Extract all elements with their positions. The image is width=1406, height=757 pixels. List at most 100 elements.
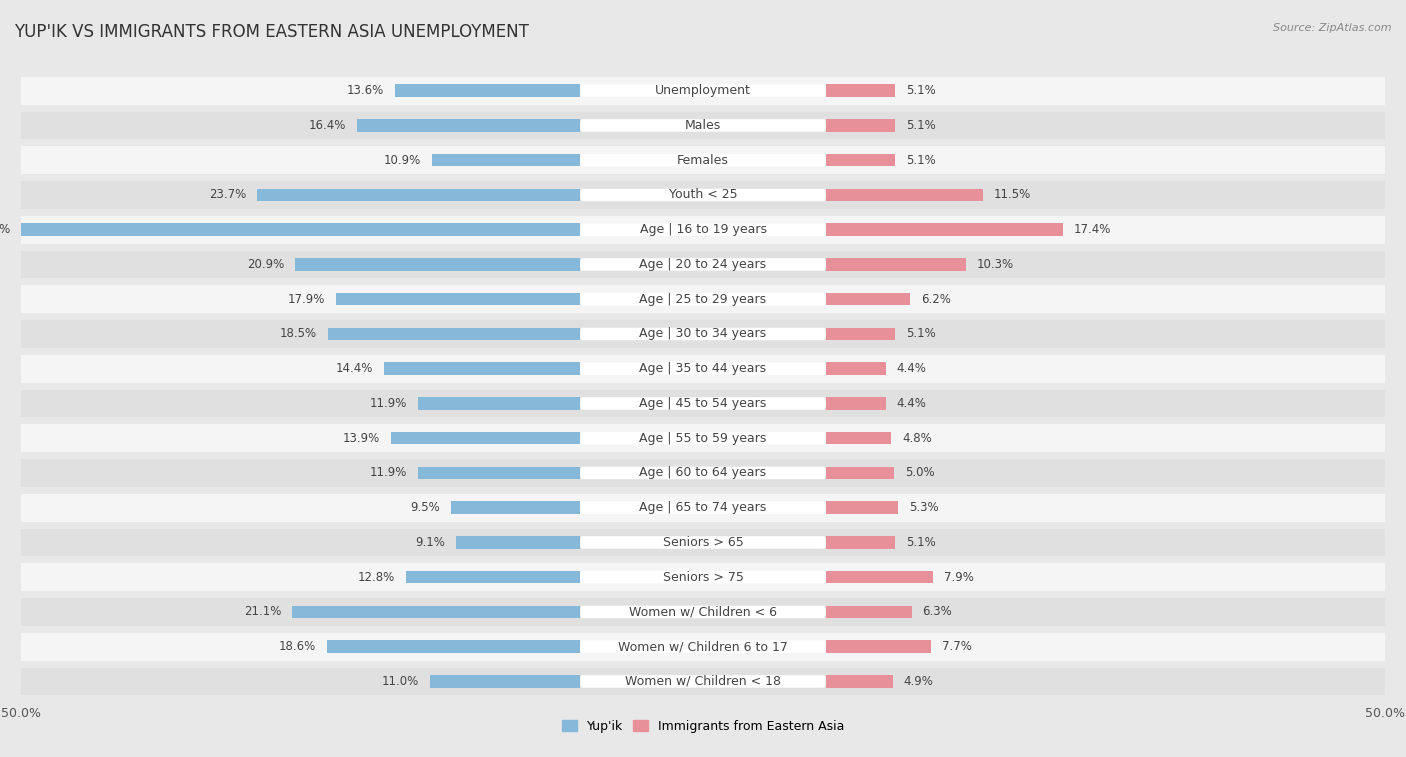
Bar [326,640,581,653]
Bar [395,85,581,97]
Text: 11.0%: 11.0% [382,675,419,688]
Bar [21,146,1385,174]
FancyBboxPatch shape [581,501,825,514]
Text: 41.0%: 41.0% [0,223,10,236]
Text: Women w/ Children < 6: Women w/ Children < 6 [628,606,778,618]
Bar [825,675,893,687]
Bar [292,606,581,618]
Bar [21,633,1385,661]
Text: 5.1%: 5.1% [907,84,936,97]
Bar [21,598,1385,626]
Bar [21,285,1385,313]
Bar [21,494,1385,522]
FancyBboxPatch shape [581,293,825,306]
FancyBboxPatch shape [581,466,825,479]
Bar [21,459,1385,487]
Bar [21,563,1385,591]
Bar [295,258,581,271]
Text: 12.8%: 12.8% [357,571,395,584]
Text: 23.7%: 23.7% [209,188,246,201]
Bar [21,668,1385,696]
Bar [328,328,581,340]
Bar [825,328,896,340]
Text: 4.4%: 4.4% [897,362,927,375]
Text: 14.4%: 14.4% [336,362,373,375]
FancyBboxPatch shape [581,397,825,410]
Text: 13.9%: 13.9% [343,431,380,444]
Text: Women w/ Children < 18: Women w/ Children < 18 [626,675,780,688]
Bar [21,216,1385,244]
Bar [825,223,1063,236]
Bar [21,181,1385,209]
Text: 11.5%: 11.5% [994,188,1031,201]
Text: 18.5%: 18.5% [280,328,316,341]
Bar [21,111,1385,139]
Bar [21,424,1385,452]
Bar [430,675,581,687]
Text: 10.9%: 10.9% [384,154,420,167]
Text: Age | 16 to 19 years: Age | 16 to 19 years [640,223,766,236]
Bar [21,223,581,236]
Bar [456,536,581,549]
Bar [391,432,581,444]
FancyBboxPatch shape [581,119,825,132]
Bar [257,188,581,201]
Text: 11.9%: 11.9% [370,397,408,410]
Bar [825,640,931,653]
Bar [432,154,581,167]
Text: Males: Males [685,119,721,132]
Bar [21,251,1385,279]
FancyBboxPatch shape [581,606,825,618]
Bar [825,188,983,201]
Text: 5.1%: 5.1% [907,119,936,132]
Text: 4.4%: 4.4% [897,397,927,410]
Text: 10.3%: 10.3% [977,258,1014,271]
Legend: Yup'ik, Immigrants from Eastern Asia: Yup'ik, Immigrants from Eastern Asia [561,720,845,733]
FancyBboxPatch shape [581,223,825,236]
Text: Age | 35 to 44 years: Age | 35 to 44 years [640,362,766,375]
Text: Women w/ Children 6 to 17: Women w/ Children 6 to 17 [619,640,787,653]
Text: 16.4%: 16.4% [308,119,346,132]
Text: 9.5%: 9.5% [411,501,440,514]
Text: Unemployment: Unemployment [655,84,751,97]
Text: 13.6%: 13.6% [347,84,384,97]
Bar [406,571,581,584]
FancyBboxPatch shape [581,675,825,687]
Text: Source: ZipAtlas.com: Source: ZipAtlas.com [1274,23,1392,33]
Bar [825,154,896,167]
Bar [451,501,581,514]
Bar [418,466,581,479]
FancyBboxPatch shape [581,363,825,375]
FancyBboxPatch shape [581,536,825,549]
FancyBboxPatch shape [581,154,825,167]
Text: Youth < 25: Youth < 25 [669,188,737,201]
FancyBboxPatch shape [581,571,825,584]
FancyBboxPatch shape [581,188,825,201]
Text: 20.9%: 20.9% [247,258,284,271]
Text: 18.6%: 18.6% [278,640,316,653]
FancyBboxPatch shape [581,640,825,653]
Text: Age | 60 to 64 years: Age | 60 to 64 years [640,466,766,479]
Bar [825,432,891,444]
Text: 11.9%: 11.9% [370,466,408,479]
Bar [825,85,896,97]
Bar [825,397,886,410]
Bar [825,571,934,584]
Bar [825,119,896,132]
Text: Seniors > 75: Seniors > 75 [662,571,744,584]
Text: 17.4%: 17.4% [1074,223,1111,236]
Text: 6.3%: 6.3% [922,606,952,618]
FancyBboxPatch shape [581,85,825,97]
Bar [21,528,1385,556]
Text: 21.1%: 21.1% [245,606,281,618]
Bar [825,363,886,375]
Bar [336,293,581,306]
Text: 9.1%: 9.1% [415,536,446,549]
Bar [21,76,1385,104]
Bar [21,320,1385,348]
Text: 7.7%: 7.7% [942,640,972,653]
Text: 5.1%: 5.1% [907,536,936,549]
Text: Age | 25 to 29 years: Age | 25 to 29 years [640,293,766,306]
Text: Age | 20 to 24 years: Age | 20 to 24 years [640,258,766,271]
Bar [825,293,910,306]
